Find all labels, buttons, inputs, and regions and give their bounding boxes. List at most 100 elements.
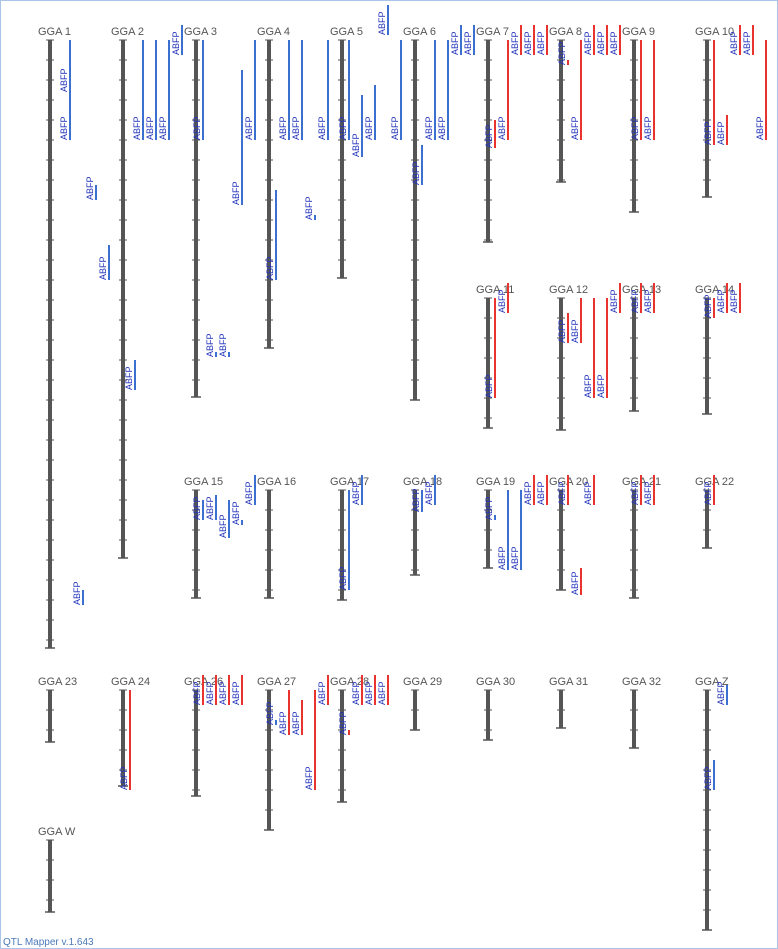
qtl-label: ABFP xyxy=(536,31,546,55)
qtl-label: ABFP xyxy=(583,374,593,398)
qtl-bar xyxy=(387,675,389,705)
qtl-label: ABFP xyxy=(304,196,314,220)
qtl-label: ABFP xyxy=(377,681,387,705)
qtl-label: ABFP xyxy=(304,766,314,790)
qtl-bar xyxy=(241,70,243,205)
qtl-bar xyxy=(580,298,582,343)
qtl-label: ABFP xyxy=(630,289,640,313)
qtl-bar xyxy=(228,352,230,357)
qtl-bar xyxy=(327,675,329,705)
qtl-bar xyxy=(533,25,535,55)
qtl-bar xyxy=(520,490,522,570)
chromosome xyxy=(194,490,198,598)
chromosome xyxy=(705,490,709,548)
qtl-label: ABFP xyxy=(583,31,593,55)
qtl-label: ABFP xyxy=(729,289,739,313)
qtl-label: ABFP xyxy=(450,31,460,55)
qtl-label: ABFP xyxy=(411,488,421,512)
qtl-label: ABFP xyxy=(317,681,327,705)
qtl-label: ABFP xyxy=(716,289,726,313)
qtl-label: ABFP xyxy=(609,31,619,55)
qtl-label: ABFP xyxy=(158,116,168,140)
qtl-bar xyxy=(228,675,230,705)
qtl-bar xyxy=(593,25,595,55)
qtl-bar xyxy=(215,495,217,520)
qtl-bar xyxy=(142,40,144,140)
chromosome-label: GGA 11 xyxy=(476,284,514,296)
qtl-bar xyxy=(713,475,715,505)
qtl-label: ABFP xyxy=(351,681,361,705)
qtl-bar xyxy=(726,283,728,313)
qtl-label: ABFP xyxy=(596,374,606,398)
qtl-label: ABFP xyxy=(510,31,520,55)
chromosome xyxy=(48,840,52,912)
qtl-bar xyxy=(619,283,621,313)
chromosome xyxy=(486,690,490,740)
qtl-bar xyxy=(327,40,329,140)
qtl-bar xyxy=(361,675,363,705)
chromosome xyxy=(340,690,344,802)
qtl-bar xyxy=(155,40,157,140)
qtl-bar xyxy=(374,85,376,140)
qtl-label: ABFP xyxy=(218,333,228,357)
qtl-bar xyxy=(348,730,350,735)
qtl-label: ABFP xyxy=(630,481,640,505)
qtl-bar xyxy=(69,92,71,140)
qtl-label: ABFP xyxy=(755,116,765,140)
chromosome xyxy=(194,40,198,397)
qtl-bar xyxy=(580,40,582,140)
chromosome-label: GGA 18 xyxy=(403,476,442,488)
chromosome-label: GGA 14 xyxy=(695,284,734,296)
qtl-bar xyxy=(640,40,642,140)
chromosome-label: GGA 1 xyxy=(38,26,71,38)
chromosome xyxy=(340,40,344,278)
qtl-bar xyxy=(507,40,509,140)
qtl-bar xyxy=(108,245,110,280)
qtl-bar xyxy=(374,675,376,705)
qtl-bar xyxy=(713,40,715,145)
qtl-bar xyxy=(254,475,256,505)
qtl-label: ABFP xyxy=(192,681,202,705)
qtl-label: ABFP xyxy=(364,116,374,140)
qtl-bar xyxy=(241,520,243,525)
qtl-label: ABFP xyxy=(265,256,275,280)
qtl-bar xyxy=(314,690,316,790)
qtl-label: ABFP xyxy=(231,681,241,705)
qtl-label: ABFP xyxy=(119,766,129,790)
chromosome xyxy=(632,490,636,598)
qtl-label: ABFP xyxy=(231,181,241,205)
qtl-label: ABFP xyxy=(192,116,202,140)
chromosome-label: GGA 3 xyxy=(184,26,217,38)
qtl-label: ABFP xyxy=(570,319,580,343)
qtl-label: ABFP xyxy=(484,374,494,398)
qtl-label: ABFP xyxy=(278,711,288,735)
qtl-bar xyxy=(567,475,569,505)
qtl-label: ABFP xyxy=(338,711,348,735)
qtl-bar xyxy=(215,352,217,357)
qtl-label: ABFP xyxy=(437,116,447,140)
qtl-label: ABFP xyxy=(523,481,533,505)
qtl-bar xyxy=(181,25,183,55)
qtl-label: ABFP xyxy=(85,176,95,200)
chromosome xyxy=(486,490,490,568)
qtl-label: ABFP xyxy=(244,116,254,140)
qtl-label: ABFP xyxy=(497,289,507,313)
qtl-label: ABFP xyxy=(59,68,69,92)
qtl-bar xyxy=(606,25,608,55)
qtl-bar xyxy=(275,720,277,725)
qtl-bar xyxy=(400,40,402,140)
qtl-label: ABFP xyxy=(411,161,421,185)
qtl-label: ABFP xyxy=(557,41,567,65)
qtl-label: ABFP xyxy=(59,116,69,140)
qtl-label: ABFP xyxy=(643,481,653,505)
qtl-bar xyxy=(739,283,741,313)
qtl-bar xyxy=(129,690,131,790)
chromosome xyxy=(340,490,344,600)
qtl-label: ABFP xyxy=(596,31,606,55)
qtl-label: ABFP xyxy=(729,31,739,55)
qtl-bar xyxy=(619,25,621,55)
qtl-bar xyxy=(593,298,595,398)
chromosome xyxy=(705,40,709,197)
chromosome-label: GGA 2 xyxy=(111,26,144,38)
chromosome-label: GGA 27 xyxy=(257,676,296,688)
